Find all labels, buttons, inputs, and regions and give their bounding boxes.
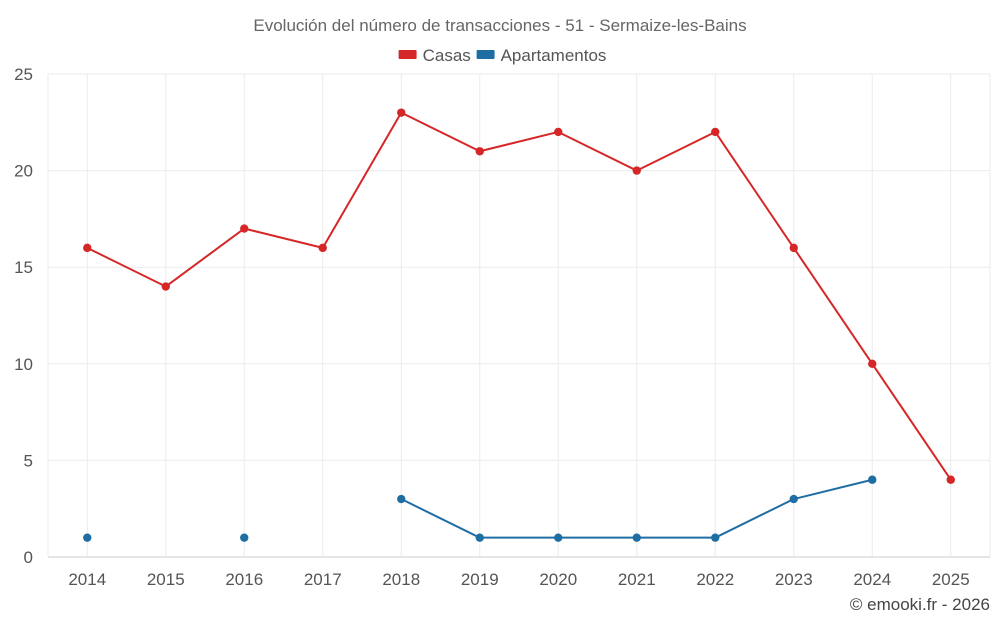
legend-label: Casas: [423, 46, 471, 65]
x-tick-label: 2016: [225, 570, 263, 589]
data-point-apartamentos[interactable]: [397, 494, 406, 504]
x-tick-label: 2017: [304, 570, 342, 589]
legend-swatch: [476, 50, 495, 59]
y-tick-label: 20: [14, 162, 33, 181]
data-point-apartamentos[interactable]: [632, 533, 641, 542]
series-line-segment: [243, 227, 324, 249]
x-tick-label: 2025: [932, 570, 970, 589]
legend[interactable]: Casas Apartamentos: [398, 46, 607, 65]
series-line-segment: [400, 498, 481, 539]
series-line-segment: [164, 227, 246, 288]
series-apartamentos: [83, 475, 877, 542]
y-tick-label: 25: [14, 65, 33, 84]
y-tick-label: 5: [24, 451, 33, 470]
data-point-casas[interactable]: [240, 224, 249, 233]
data-point-casas[interactable]: [83, 243, 92, 253]
y-tick-label: 15: [14, 258, 33, 277]
data-point-casas[interactable]: [711, 127, 720, 137]
data-point-apartamentos[interactable]: [868, 475, 877, 484]
y-axis: 0 5 10 15 20 25: [14, 65, 33, 567]
data-point-casas[interactable]: [475, 147, 484, 156]
data-point-casas[interactable]: [318, 243, 327, 253]
data-point-casas[interactable]: [397, 108, 406, 117]
data-point-apartamentos[interactable]: [475, 533, 484, 542]
x-tick-label: 2021: [618, 570, 656, 589]
data-point-apartamentos[interactable]: [711, 533, 720, 542]
data-point-casas[interactable]: [789, 243, 798, 253]
data-point-casas[interactable]: [868, 359, 877, 368]
x-tick-label: 2023: [775, 570, 813, 589]
series-line-segment: [321, 111, 403, 249]
x-tick-label: 2024: [853, 570, 891, 589]
data-point-casas[interactable]: [946, 475, 955, 484]
data-point-apartamentos[interactable]: [240, 533, 249, 542]
footer-credit: © emooki.fr - 2026: [850, 595, 990, 614]
series-line-segment: [714, 498, 795, 539]
data-point-casas[interactable]: [161, 282, 170, 291]
legend-label: Apartamentos: [501, 46, 607, 65]
series-line-segment: [792, 246, 874, 365]
data-point-apartamentos[interactable]: [789, 494, 798, 504]
x-tick-label: 2022: [696, 570, 734, 589]
data-point-apartamentos[interactable]: [554, 533, 563, 542]
series-layer: [83, 108, 955, 542]
x-axis: 2014 2015 2016 2017 2018 2019 2020 2021 2022 2023…: [68, 570, 969, 589]
x-tick-label: 2019: [461, 570, 499, 589]
series-line-segment: [86, 246, 167, 288]
series-line-segment: [478, 130, 560, 153]
chart-title: Evolución del número de transacciones - …: [253, 16, 746, 35]
series-line-segment: [400, 111, 481, 153]
series-line-segment: [714, 130, 795, 249]
data-point-apartamentos[interactable]: [83, 533, 92, 542]
x-tick-label: 2018: [382, 570, 420, 589]
data-point-casas[interactable]: [554, 127, 563, 137]
x-tick-label: 2015: [147, 570, 185, 589]
series-line-segment: [871, 362, 952, 481]
x-tick-label: 2014: [68, 570, 106, 589]
legend-item-apartamentos[interactable]: Apartamentos: [476, 46, 607, 65]
legend-swatch: [398, 50, 417, 59]
legend-item-casas[interactable]: Casas: [398, 46, 471, 65]
series-line-segment: [792, 478, 874, 501]
series-casas: [83, 108, 955, 484]
x-tick-label: 2020: [539, 570, 577, 589]
y-tick-label: 0: [24, 548, 33, 567]
series-line-segment: [557, 130, 638, 172]
y-tick-label: 10: [14, 355, 33, 374]
data-point-casas[interactable]: [632, 166, 641, 175]
series-line-segment: [635, 130, 717, 172]
